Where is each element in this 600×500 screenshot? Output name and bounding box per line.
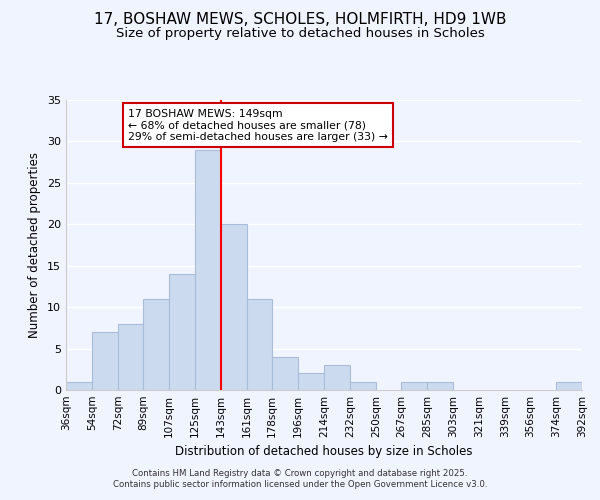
Text: Contains HM Land Registry data © Crown copyright and database right 2025.: Contains HM Land Registry data © Crown c… [132,468,468,477]
Bar [427,382,453,390]
Text: 17, BOSHAW MEWS, SCHOLES, HOLMFIRTH, HD9 1WB: 17, BOSHAW MEWS, SCHOLES, HOLMFIRTH, HD9… [94,12,506,28]
Text: Contains public sector information licensed under the Open Government Licence v3: Contains public sector information licen… [113,480,487,489]
Bar [324,365,350,390]
Bar [118,324,143,390]
Text: Size of property relative to detached houses in Scholes: Size of property relative to detached ho… [116,28,484,40]
Bar [169,274,195,390]
Bar [272,357,298,390]
Text: 17 BOSHAW MEWS: 149sqm
← 68% of detached houses are smaller (78)
29% of semi-det: 17 BOSHAW MEWS: 149sqm ← 68% of detached… [128,108,388,142]
Bar [401,382,427,390]
X-axis label: Distribution of detached houses by size in Scholes: Distribution of detached houses by size … [175,446,473,458]
Bar [66,382,92,390]
Bar [247,299,272,390]
Y-axis label: Number of detached properties: Number of detached properties [28,152,41,338]
Bar [143,299,169,390]
Bar [92,332,118,390]
Bar [195,150,221,390]
Bar [556,382,582,390]
Bar [350,382,376,390]
Bar [221,224,247,390]
Bar [298,374,324,390]
